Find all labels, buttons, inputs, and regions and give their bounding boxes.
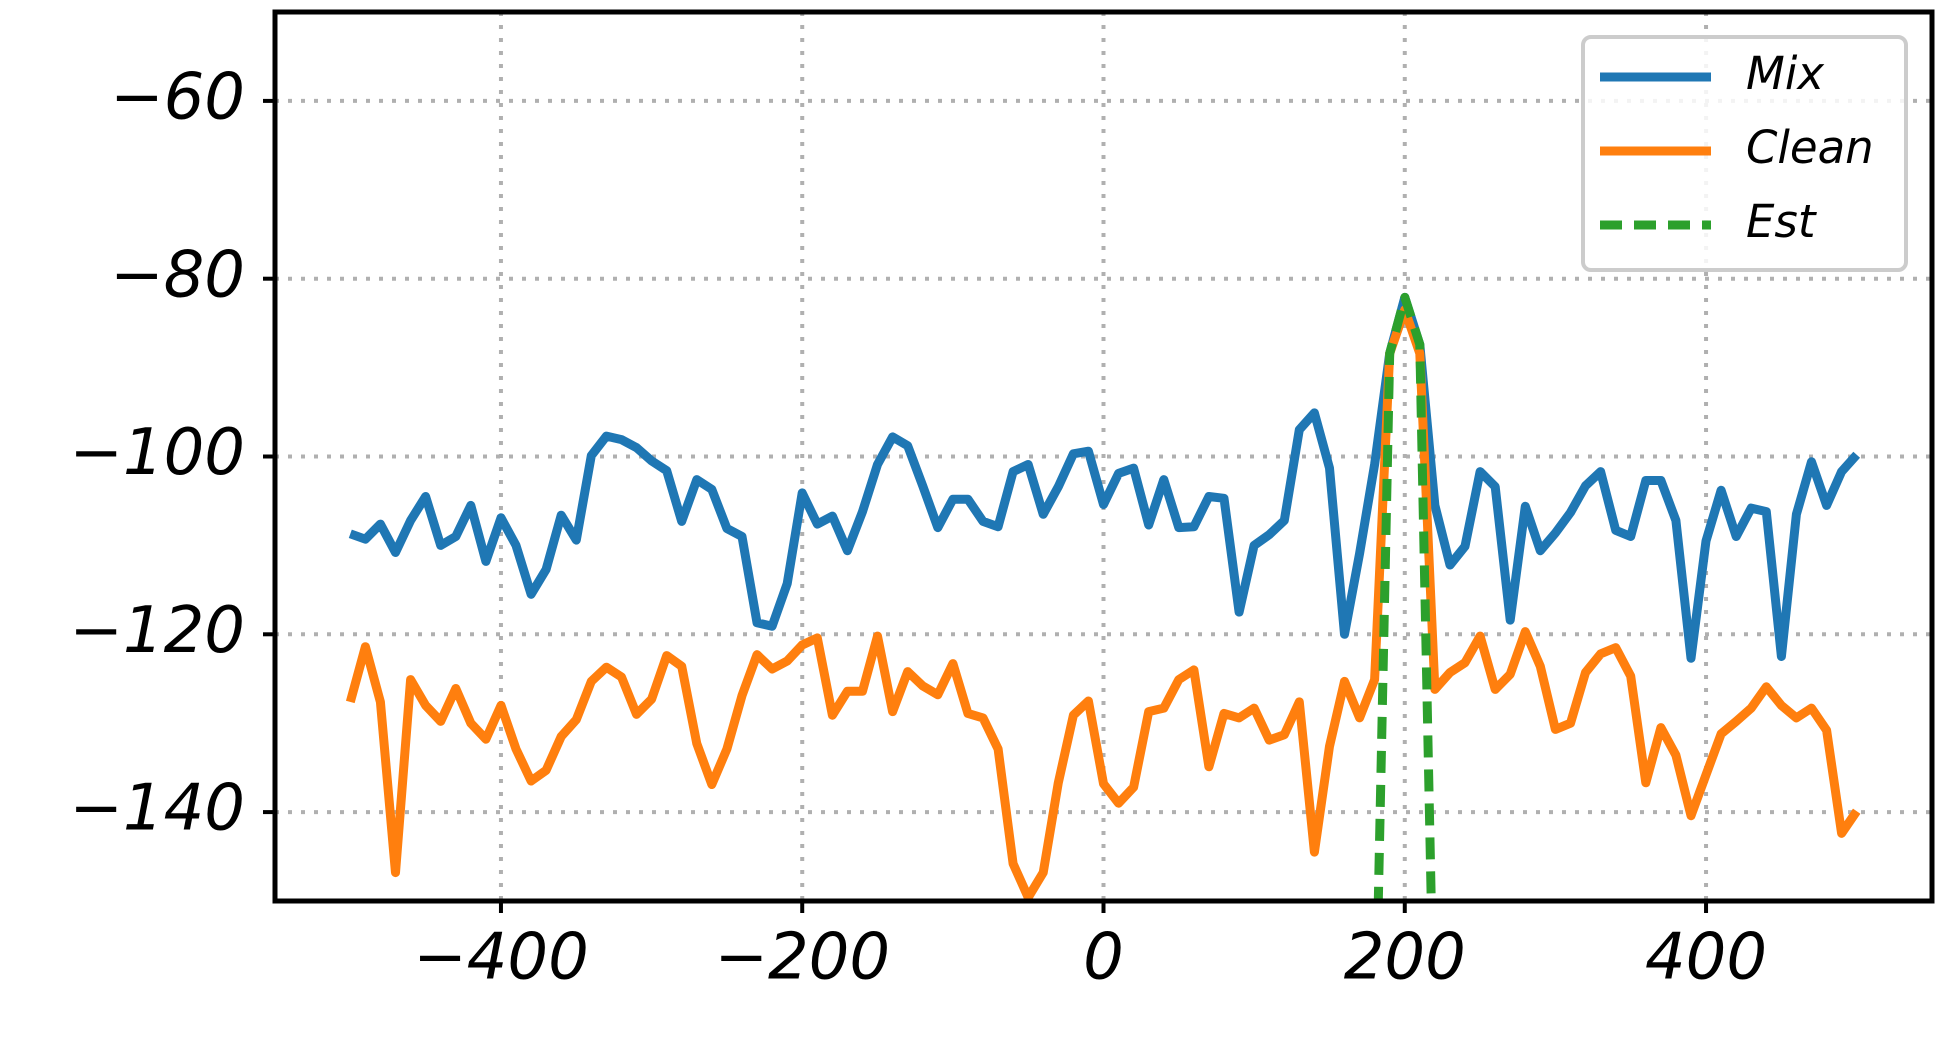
x-tick-label: 400: [1645, 921, 1767, 995]
legend-label: Mix: [1746, 47, 1824, 100]
y-tick-label: −140: [69, 772, 245, 846]
legend: Mix Clean Est: [1581, 35, 1908, 272]
legend-label: Clean: [1746, 121, 1874, 174]
x-tick-label: −400: [413, 921, 589, 995]
x-tick-label: 200: [1344, 921, 1466, 995]
data-line: [345, 305, 1861, 901]
y-tick-label: −120: [69, 594, 245, 668]
legend-label: Est: [1746, 195, 1818, 248]
data-line: [1373, 292, 1436, 901]
y-tick-label: −80: [110, 238, 245, 312]
x-tick-label: −200: [714, 921, 890, 995]
x-tick-label: 0: [1083, 921, 1124, 995]
plot-frame: [272, 9, 1935, 904]
plot-area: [345, 292, 1861, 901]
legend-box: [1581, 35, 1908, 272]
y-tick-label: −100: [69, 416, 245, 490]
y-tick-label: −60: [110, 60, 245, 134]
data-line: [348, 292, 1861, 663]
